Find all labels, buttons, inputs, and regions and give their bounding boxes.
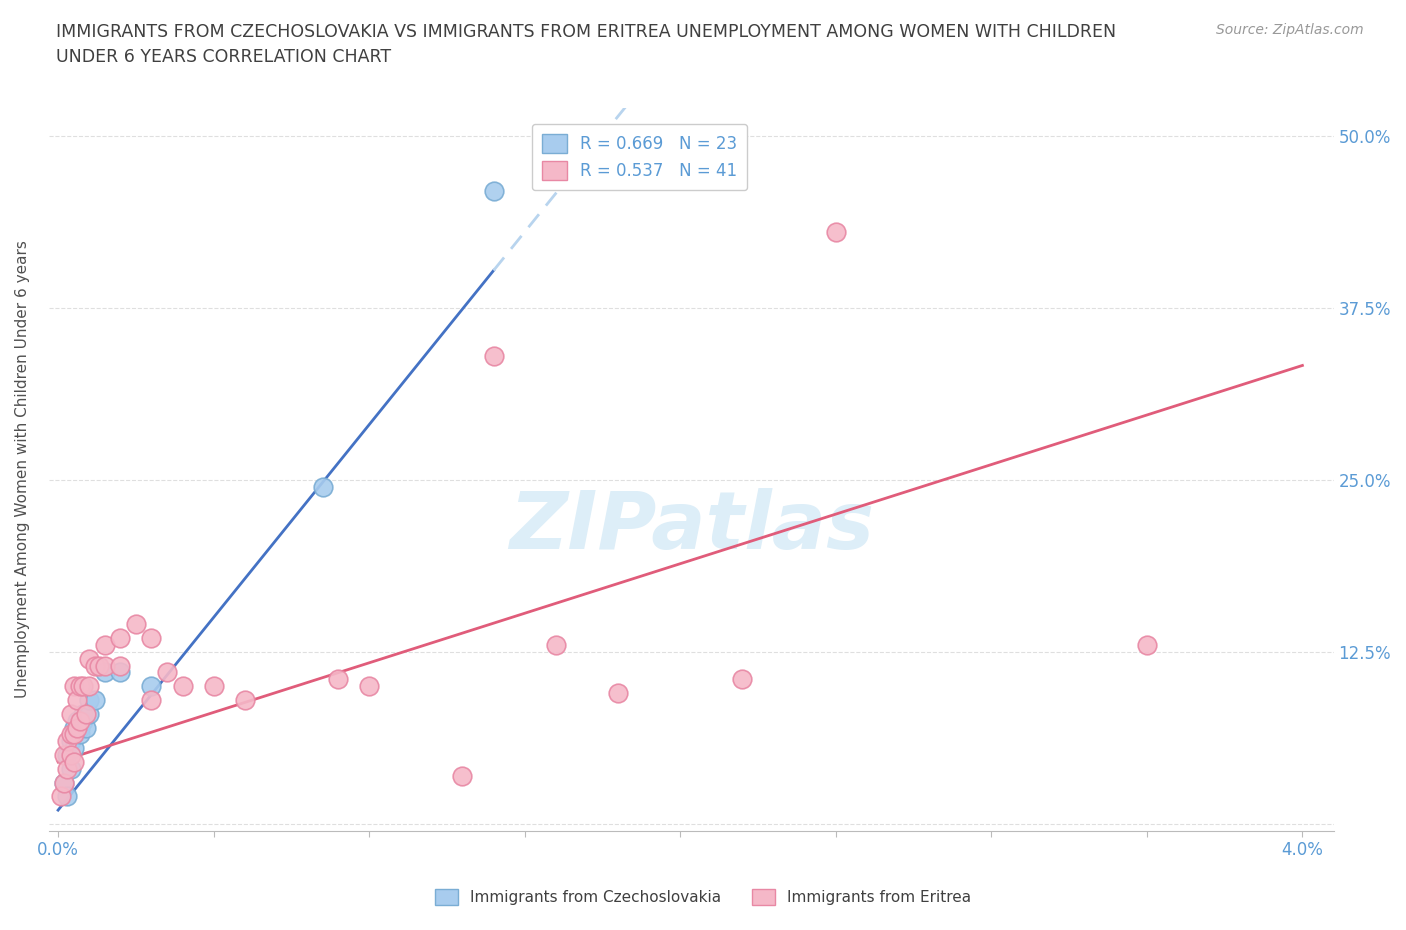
Point bbox=[59, 727, 82, 742]
Point bbox=[141, 693, 163, 708]
Point bbox=[72, 706, 94, 721]
Point bbox=[59, 748, 82, 763]
Point bbox=[544, 637, 567, 652]
Point bbox=[77, 651, 100, 666]
Point bbox=[125, 617, 148, 631]
Point bbox=[202, 679, 225, 694]
Point bbox=[359, 679, 381, 694]
Point bbox=[56, 734, 79, 749]
Text: Source: ZipAtlas.com: Source: ZipAtlas.com bbox=[1216, 23, 1364, 37]
Point bbox=[110, 665, 132, 680]
Point bbox=[69, 720, 91, 735]
Point bbox=[72, 679, 94, 694]
Point bbox=[66, 720, 89, 735]
Text: ZIPatlas: ZIPatlas bbox=[509, 488, 873, 566]
Text: IMMIGRANTS FROM CZECHOSLOVAKIA VS IMMIGRANTS FROM ERITREA UNEMPLOYMENT AMONG WOM: IMMIGRANTS FROM CZECHOSLOVAKIA VS IMMIGR… bbox=[56, 23, 1116, 66]
Point bbox=[53, 776, 76, 790]
Point bbox=[326, 671, 349, 686]
Point bbox=[77, 679, 100, 694]
Point bbox=[56, 762, 79, 777]
Point bbox=[156, 665, 179, 680]
Point bbox=[482, 183, 505, 198]
Legend: R = 0.669   N = 23, R = 0.537   N = 41: R = 0.669 N = 23, R = 0.537 N = 41 bbox=[531, 124, 748, 191]
Point bbox=[451, 768, 474, 783]
Point bbox=[233, 693, 256, 708]
Point bbox=[84, 658, 107, 673]
Point bbox=[69, 679, 91, 694]
Point bbox=[110, 658, 132, 673]
Point bbox=[84, 693, 107, 708]
Point bbox=[607, 685, 630, 700]
Point bbox=[87, 658, 110, 673]
Point bbox=[59, 762, 82, 777]
Point bbox=[141, 631, 163, 645]
Point bbox=[66, 713, 89, 728]
Point bbox=[62, 679, 84, 694]
Point bbox=[93, 637, 115, 652]
Point bbox=[1136, 637, 1159, 652]
Point bbox=[824, 224, 846, 239]
Point bbox=[51, 789, 73, 804]
Legend: Immigrants from Czechoslovakia, Immigrants from Eritrea: Immigrants from Czechoslovakia, Immigran… bbox=[429, 883, 977, 911]
Point bbox=[56, 748, 79, 763]
Point bbox=[75, 720, 97, 735]
Point bbox=[110, 631, 132, 645]
Point bbox=[482, 349, 505, 364]
Point bbox=[141, 679, 163, 694]
Point bbox=[93, 665, 115, 680]
Point bbox=[77, 693, 100, 708]
Point bbox=[66, 720, 89, 735]
Point bbox=[62, 740, 84, 755]
Point bbox=[69, 727, 91, 742]
Point bbox=[311, 479, 333, 494]
Point bbox=[66, 693, 89, 708]
Point bbox=[75, 706, 97, 721]
Point bbox=[172, 679, 194, 694]
Point bbox=[59, 734, 82, 749]
Point bbox=[59, 706, 82, 721]
Point bbox=[56, 789, 79, 804]
Point bbox=[62, 720, 84, 735]
Point bbox=[62, 727, 84, 742]
Point bbox=[731, 671, 754, 686]
Point bbox=[72, 713, 94, 728]
Point bbox=[62, 754, 84, 769]
Point bbox=[62, 727, 84, 742]
Point bbox=[93, 658, 115, 673]
Point bbox=[77, 706, 100, 721]
Point bbox=[69, 713, 91, 728]
Point bbox=[53, 748, 76, 763]
Y-axis label: Unemployment Among Women with Children Under 6 years: Unemployment Among Women with Children U… bbox=[15, 241, 30, 698]
Point bbox=[53, 776, 76, 790]
